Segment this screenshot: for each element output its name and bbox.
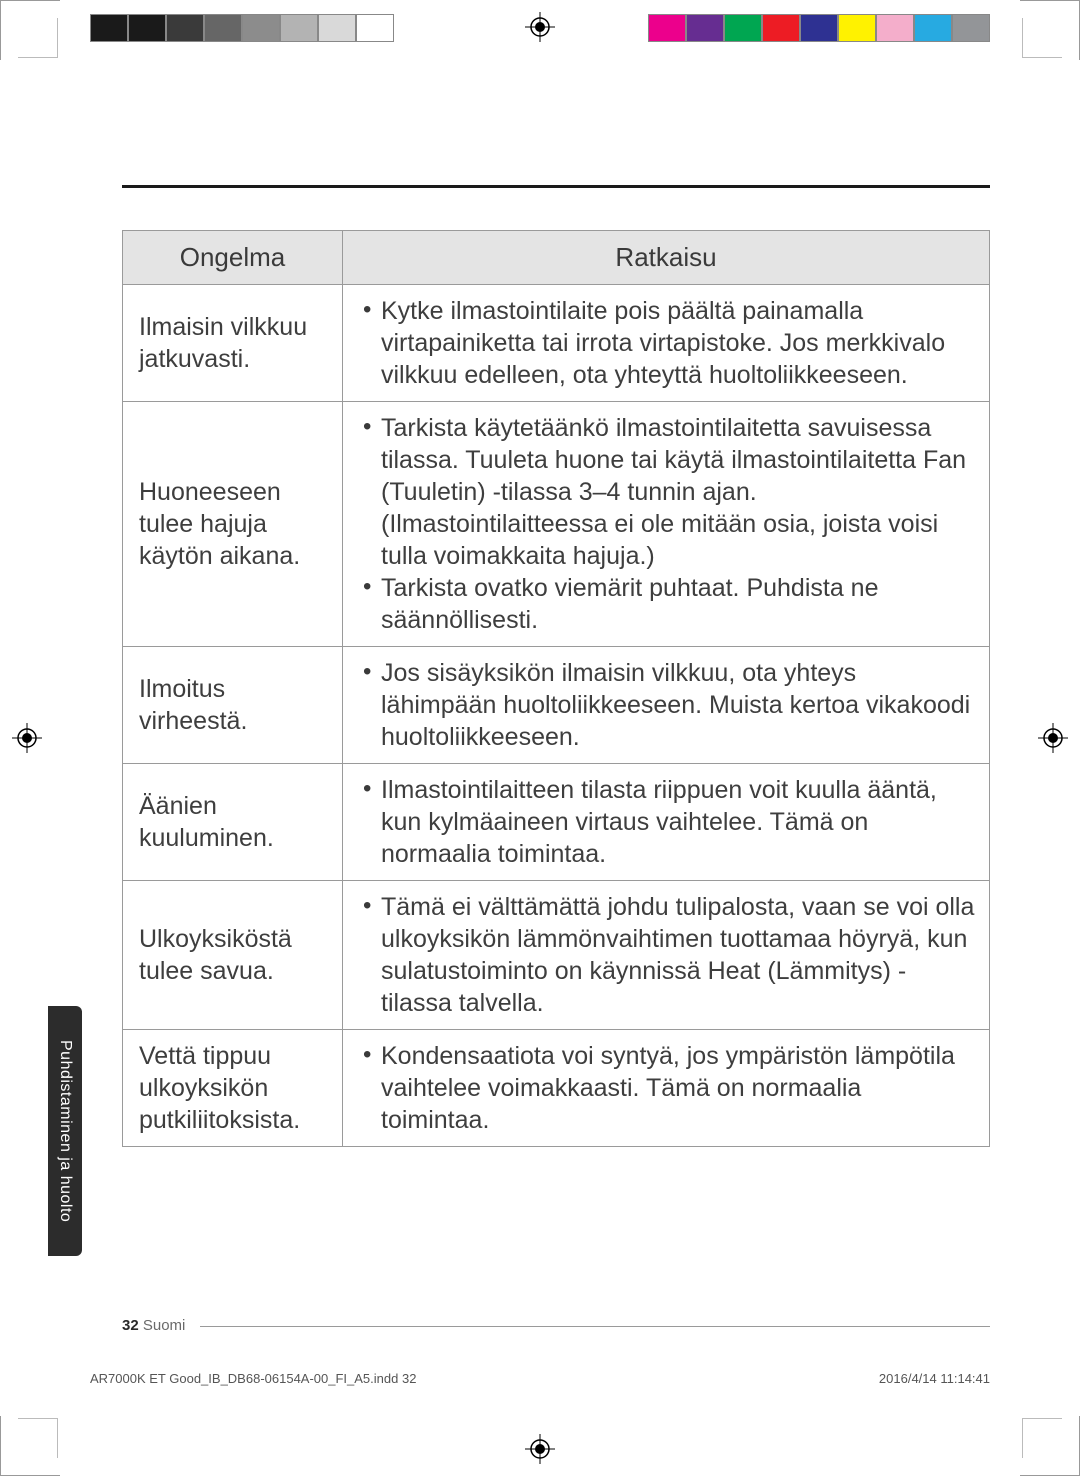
problem-cell: Huoneeseen tulee hajuja käytön aikana. [123, 402, 343, 647]
print-footer: AR7000K ET Good_IB_DB68-06154A-00_FI_A5.… [90, 1371, 990, 1386]
registration-mark-icon [525, 12, 555, 42]
header-rule [122, 185, 990, 188]
swatch [204, 14, 242, 42]
table-row: Huoneeseen tulee hajuja käytön aikana.Ta… [123, 402, 990, 647]
page-area: Puhdistaminen ja huolto Ongelma Ratkaisu… [70, 70, 1010, 1406]
table-row: Ilmaisin vilkkuu jatkuvasti.Kytke ilmast… [123, 285, 990, 402]
colorbar-grayscale [90, 14, 394, 42]
th-problem: Ongelma [123, 231, 343, 285]
table-row: Äänien kuuluminen.Ilmastointilaitteen ti… [123, 764, 990, 881]
footer-file: AR7000K ET Good_IB_DB68-06154A-00_FI_A5.… [90, 1371, 416, 1386]
swatch [356, 14, 394, 42]
swatch [128, 14, 166, 42]
swatch [318, 14, 356, 42]
solution-item: Kytke ilmastointilaite pois päältä paina… [359, 295, 975, 391]
swatch [762, 14, 800, 42]
crop-inner-br [1022, 1418, 1062, 1458]
page-lang: Suomi [143, 1317, 186, 1334]
registration-mark-icon [525, 1434, 555, 1464]
solution-item: Tarkista ovatko viemärit puhtaat. Puhdis… [359, 572, 975, 636]
problem-cell: Vettä tippuu ulkoyksikön putkiliitoksist… [123, 1030, 343, 1147]
problem-cell: Ulkoyksiköstä tulee savua. [123, 881, 343, 1030]
solution-item: Ilmastointilaitteen tilasta riippuen voi… [359, 774, 975, 870]
problem-cell: Äänien kuuluminen. [123, 764, 343, 881]
solution-list: Jos sisäyksikön ilmaisin vilkkuu, ota yh… [359, 657, 975, 753]
swatch [724, 14, 762, 42]
solution-cell: Ilmastointilaitteen tilasta riippuen voi… [343, 764, 990, 881]
table-row: Ilmoitus virheestä.Jos sisäyksikön ilmai… [123, 647, 990, 764]
solution-list: Kytke ilmastointilaite pois päältä paina… [359, 295, 975, 391]
swatch [90, 14, 128, 42]
crop-inner-tr [1022, 18, 1062, 58]
solution-cell: Tarkista käytetäänkö ilmastointilaitetta… [343, 402, 990, 647]
swatch [280, 14, 318, 42]
solution-item: Tarkista käytetäänkö ilmastointilaitetta… [359, 412, 975, 572]
problem-cell: Ilmaisin vilkkuu jatkuvasti. [123, 285, 343, 402]
content: Ongelma Ratkaisu Ilmaisin vilkkuu jatkuv… [122, 230, 990, 1147]
swatch [166, 14, 204, 42]
swatch [686, 14, 724, 42]
table-row: Vettä tippuu ulkoyksikön putkiliitoksist… [123, 1030, 990, 1147]
solution-cell: Jos sisäyksikön ilmaisin vilkkuu, ota yh… [343, 647, 990, 764]
solution-list: Tämä ei välttämättä johdu tulipalosta, v… [359, 891, 975, 1019]
solution-item: Jos sisäyksikön ilmaisin vilkkuu, ota yh… [359, 657, 975, 753]
swatch [914, 14, 952, 42]
troubleshooting-table: Ongelma Ratkaisu Ilmaisin vilkkuu jatkuv… [122, 230, 990, 1147]
registration-mark-icon [1038, 723, 1068, 753]
page-number: 32 Suomi [122, 1317, 185, 1334]
swatch [838, 14, 876, 42]
solution-list: Ilmastointilaitteen tilasta riippuen voi… [359, 774, 975, 870]
crop-inner-bl [18, 1418, 58, 1458]
solution-item: Kondensaatiota voi syntyä, jos ympäristö… [359, 1040, 975, 1136]
solution-cell: Kytke ilmastointilaite pois päältä paina… [343, 285, 990, 402]
solution-list: Tarkista käytetäänkö ilmastointilaitetta… [359, 412, 975, 636]
solution-cell: Tämä ei välttämättä johdu tulipalosta, v… [343, 881, 990, 1030]
side-tab: Puhdistaminen ja huolto [48, 1006, 82, 1256]
th-solution: Ratkaisu [343, 231, 990, 285]
problem-cell: Ilmoitus virheestä. [123, 647, 343, 764]
registration-mark-icon [12, 723, 42, 753]
swatch [648, 14, 686, 42]
colorbar-cmyk [648, 14, 990, 42]
page-number-value: 32 [122, 1317, 139, 1334]
solution-cell: Kondensaatiota voi syntyä, jos ympäristö… [343, 1030, 990, 1147]
swatch [876, 14, 914, 42]
solution-item: Tämä ei välttämättä johdu tulipalosta, v… [359, 891, 975, 1019]
page-number-rule [200, 1326, 990, 1327]
footer-timestamp: 2016/4/14 11:14:41 [879, 1371, 990, 1386]
swatch [242, 14, 280, 42]
swatch [952, 14, 990, 42]
table-row: Ulkoyksiköstä tulee savua.Tämä ei välttä… [123, 881, 990, 1030]
solution-list: Kondensaatiota voi syntyä, jos ympäristö… [359, 1040, 975, 1136]
swatch [800, 14, 838, 42]
crop-inner-tl [18, 18, 58, 58]
